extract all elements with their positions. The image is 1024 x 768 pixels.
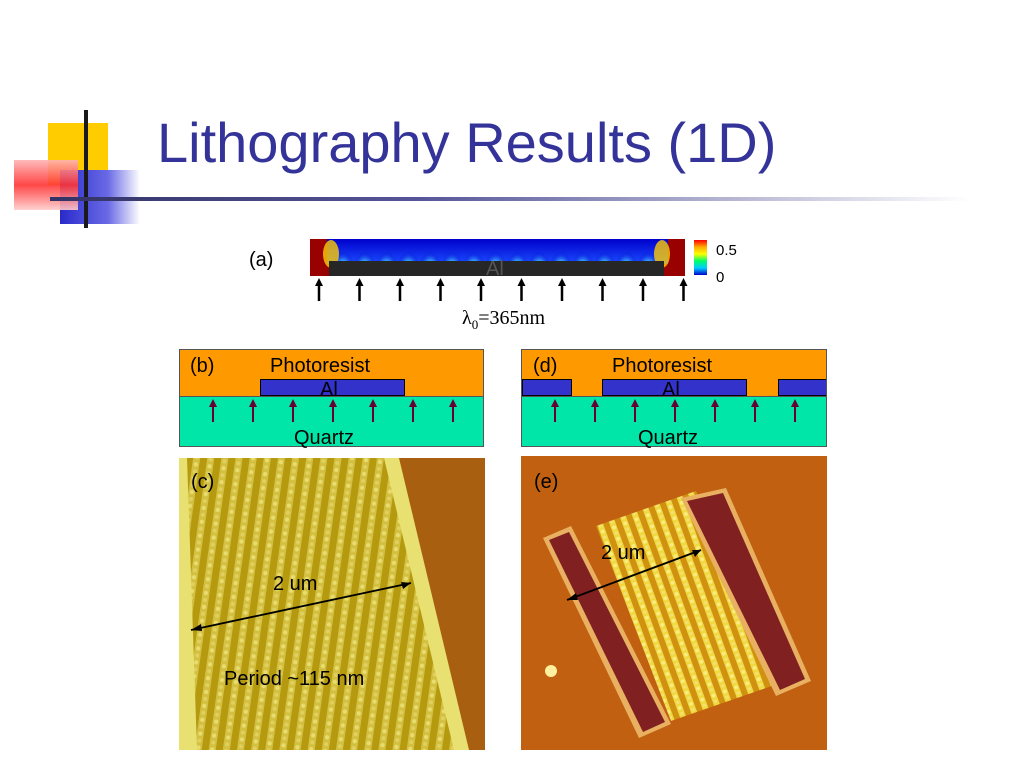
exposure-arrow-head <box>791 399 799 407</box>
vertical-rule <box>84 110 88 228</box>
particle <box>545 665 557 677</box>
scale-arrow-head-right <box>692 550 701 557</box>
trench-right <box>687 493 805 690</box>
title-underline <box>50 197 970 201</box>
exposure-arrow-head <box>631 399 639 407</box>
exposure-arrow-head <box>209 399 217 407</box>
colorbar-min: 0 <box>716 269 725 286</box>
al-layer-left <box>522 379 572 396</box>
exposure-arrow-head <box>591 399 599 407</box>
wavelength-label: λ0=365nm <box>462 307 546 332</box>
panel-e-scale-label: 2 um <box>601 542 646 564</box>
panel-b-resist-label: Photoresist <box>270 355 371 377</box>
exposure-arrow-head <box>329 399 337 407</box>
field-simulation <box>310 239 685 276</box>
panel-d-metal-label: Al <box>662 379 680 401</box>
incident-arrow-head <box>598 278 607 286</box>
panel-d-substrate-label: Quartz <box>638 427 699 449</box>
panel-d <box>521 349 827 447</box>
incident-arrow-head <box>315 278 323 286</box>
panel-b-substrate-label: Quartz <box>294 427 355 449</box>
exposure-arrow-head <box>449 399 457 407</box>
exposure-arrow-head <box>409 399 417 407</box>
arrows-b <box>209 399 457 422</box>
grating-stripes <box>187 458 454 750</box>
trench-left <box>549 532 665 732</box>
red-block <box>14 160 78 210</box>
incident-arrow-head <box>517 278 526 286</box>
panel-b <box>179 349 484 447</box>
al-grating <box>329 261 664 276</box>
incident-arrow-head <box>558 278 566 286</box>
incident-arrow-head <box>679 278 688 286</box>
exposure-arrow-head <box>369 399 377 407</box>
grating-region <box>596 491 786 721</box>
panel-c-label: (c) <box>191 471 215 493</box>
scale-arrow-head-left <box>191 624 202 631</box>
al-layer-center <box>602 379 747 396</box>
incident-arrow-head <box>477 278 485 286</box>
exposure-arrow-head <box>249 399 257 407</box>
colorbar <box>694 240 707 275</box>
scale-arrow-line <box>566 549 702 601</box>
panel-b-metal-label: Al <box>320 379 338 401</box>
exposure-arrow-head <box>289 399 297 407</box>
decorative-logo-blocks <box>14 110 140 228</box>
panel-a-label: (a) <box>249 249 274 271</box>
exposure-arrow-head <box>671 399 679 407</box>
afm-image-e <box>521 456 827 750</box>
incident-arrow-group <box>315 278 688 301</box>
incident-arrow-head <box>396 278 404 286</box>
panel-e-label: (e) <box>534 471 559 493</box>
exposure-arrow-head <box>751 399 759 407</box>
exposure-arrow-head <box>711 399 719 407</box>
al-layer <box>260 379 405 396</box>
incident-arrow-head <box>355 278 364 286</box>
afm-image-c <box>179 458 485 750</box>
al-layer-right <box>778 379 826 396</box>
colorbar-max: 0.5 <box>716 242 737 259</box>
panel-c-scale-label: 2 um <box>273 573 318 595</box>
quartz-layer <box>180 396 483 446</box>
incident-arrow-head <box>639 278 647 286</box>
panel-a-metal-label: Al <box>486 258 504 280</box>
panel-d-resist-label: Photoresist <box>612 355 713 377</box>
arrows-d <box>551 399 799 422</box>
panel-c-period-label: Period ~115 nm <box>224 668 365 690</box>
incident-arrows-a <box>315 278 688 301</box>
scale-arrow-head-left <box>567 593 578 600</box>
slide-title: Lithography Results (1D) <box>157 111 777 174</box>
incident-arrow-head <box>436 278 445 286</box>
scale-arrow-line <box>190 582 412 631</box>
scale-arrow-head-right <box>401 582 411 589</box>
exposure-arrow-head <box>551 399 559 407</box>
panel-d-label: (d) <box>533 355 558 377</box>
panel-b-label: (b) <box>190 355 215 377</box>
